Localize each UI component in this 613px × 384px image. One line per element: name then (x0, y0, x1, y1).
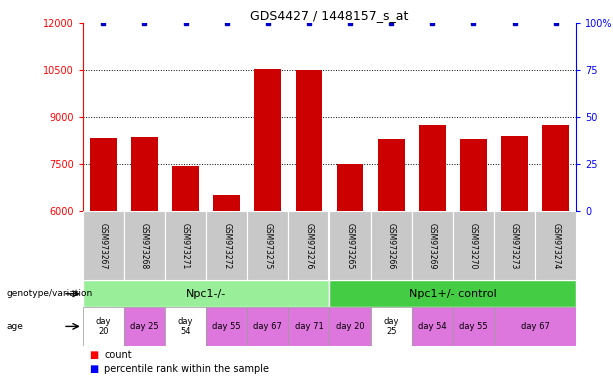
Bar (288, 211, 330, 280)
Bar (460, 139, 487, 384)
Bar (412, 307, 453, 346)
Bar (330, 211, 371, 280)
Text: day 54: day 54 (418, 322, 447, 331)
Bar (206, 307, 247, 346)
Bar (337, 164, 364, 384)
Bar (288, 307, 330, 346)
Bar (165, 211, 206, 280)
Bar (254, 68, 281, 384)
Bar (501, 136, 528, 384)
Bar (172, 166, 199, 384)
Bar (247, 307, 288, 346)
Bar (83, 211, 124, 280)
Text: genotype/variation: genotype/variation (6, 289, 93, 298)
Text: age: age (6, 322, 23, 331)
Text: Npc1-/-: Npc1-/- (186, 289, 226, 299)
Bar (83, 307, 124, 346)
Text: day 67: day 67 (253, 322, 282, 331)
Text: day
20: day 20 (96, 317, 111, 336)
Text: GSM973267: GSM973267 (99, 223, 108, 269)
Bar (206, 211, 247, 280)
Text: GSM973276: GSM973276 (305, 223, 313, 269)
Text: percentile rank within the sample: percentile rank within the sample (104, 364, 269, 374)
Text: day 55: day 55 (212, 322, 241, 331)
Text: day 67: day 67 (520, 322, 549, 331)
Text: GSM973269: GSM973269 (428, 223, 437, 269)
Bar (90, 137, 116, 384)
Bar (378, 139, 405, 384)
Text: GSM973266: GSM973266 (387, 223, 395, 269)
Bar (543, 125, 569, 384)
Title: GDS4427 / 1448157_s_at: GDS4427 / 1448157_s_at (250, 9, 409, 22)
Text: day 20: day 20 (336, 322, 364, 331)
Bar (330, 307, 371, 346)
Text: day
54: day 54 (178, 317, 193, 336)
Bar (131, 137, 158, 384)
Bar (419, 125, 446, 384)
Bar (494, 211, 535, 280)
Text: day 71: day 71 (295, 322, 323, 331)
Text: Npc1+/- control: Npc1+/- control (409, 289, 497, 299)
Bar (295, 70, 322, 384)
Text: count: count (104, 350, 132, 360)
Bar (124, 307, 165, 346)
Text: GSM973265: GSM973265 (346, 223, 354, 269)
Text: GSM973275: GSM973275 (264, 223, 272, 269)
Bar (165, 307, 206, 346)
Bar (412, 211, 453, 280)
Bar (83, 280, 330, 307)
Bar (330, 280, 576, 307)
Text: GSM973271: GSM973271 (181, 223, 190, 269)
Bar (213, 195, 240, 384)
Bar (371, 211, 412, 280)
Bar (453, 307, 494, 346)
Bar (535, 211, 576, 280)
Text: GSM973270: GSM973270 (469, 223, 478, 269)
Text: GSM973273: GSM973273 (510, 223, 519, 269)
Text: GSM973272: GSM973272 (222, 223, 231, 269)
Bar (494, 307, 576, 346)
Text: GSM973268: GSM973268 (140, 223, 149, 269)
Bar (453, 211, 494, 280)
Text: ■: ■ (89, 364, 98, 374)
Text: ■: ■ (89, 350, 98, 360)
Text: GSM973274: GSM973274 (551, 223, 560, 269)
Bar (247, 211, 288, 280)
Bar (124, 211, 165, 280)
Bar (371, 307, 412, 346)
Text: day 25: day 25 (130, 322, 159, 331)
Text: day 55: day 55 (459, 322, 488, 331)
Text: day
25: day 25 (383, 317, 399, 336)
